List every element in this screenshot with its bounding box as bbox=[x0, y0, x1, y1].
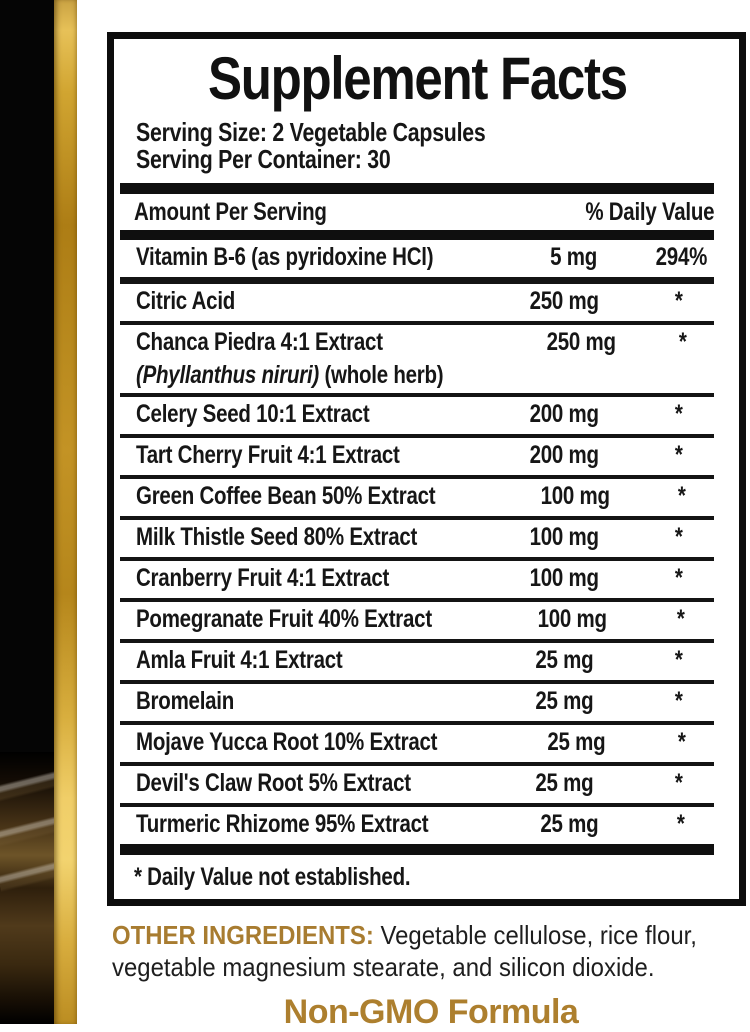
nutrient-amount: 25 mg bbox=[540, 810, 599, 838]
nutrient-row: Celery Seed 10:1 Extract 200 mg * bbox=[120, 397, 714, 434]
nutrient-name: Chanca Piedra 4:1 Extract bbox=[136, 328, 383, 356]
nutrient-name-subline: (Phyllanthus niruri) (whole herb) bbox=[136, 361, 444, 390]
nutrient-dv: * bbox=[675, 564, 683, 592]
column-header-daily-value: % Daily Value bbox=[585, 197, 714, 226]
nutrient-dv: * bbox=[675, 769, 683, 797]
divider-thin bbox=[120, 598, 714, 602]
nutrient-row: Mojave Yucca Root 10% Extract 25 mg * bbox=[120, 725, 714, 762]
non-gmo-text: Non-GMO Formula bbox=[283, 993, 579, 1031]
nutrient-row: Chanca Piedra 4:1 Extract (Phyllanthus n… bbox=[120, 325, 714, 393]
serving-size: Serving Size: 2 Vegetable Capsules bbox=[136, 117, 486, 147]
nutrient-amount: 100 mg bbox=[529, 523, 599, 551]
nutrient-row: Turmeric Rhizome 95% Extract 25 mg * bbox=[120, 807, 714, 844]
serving-info: Serving Size: 2 Vegetable Capsules Servi… bbox=[120, 119, 714, 173]
divider-thin bbox=[120, 434, 714, 438]
divider-thin bbox=[120, 680, 714, 684]
nutrient-dv: 294% bbox=[655, 243, 707, 271]
nutrient-amount: 25 mg bbox=[534, 646, 594, 674]
divider-thick bbox=[120, 183, 714, 194]
nutrient-name: Turmeric Rhizome 95% Extract bbox=[136, 810, 429, 838]
nutrient-name: Devil's Claw Root 5% Extract bbox=[136, 769, 411, 797]
nutrient-row: Citric Acid 250 mg * bbox=[120, 284, 714, 321]
nutrient-dv: * bbox=[678, 728, 686, 756]
nutrient-amount: 100 mg bbox=[537, 605, 607, 633]
nutrient-row: Amla Fruit 4:1 Extract 25 mg * bbox=[120, 643, 714, 680]
divider-thick bbox=[120, 844, 714, 855]
nutrient-amount: 25 mg bbox=[534, 769, 594, 797]
divider-medium bbox=[120, 277, 714, 284]
divider-thin bbox=[120, 321, 714, 325]
nutrient-row: Milk Thistle Seed 80% Extract 100 mg * bbox=[120, 520, 714, 557]
swirl-highlight bbox=[0, 763, 54, 907]
swirl-texture bbox=[0, 752, 54, 1024]
nutrient-row: Cranberry Fruit 4:1 Extract 100 mg * bbox=[120, 561, 714, 598]
divider-thin bbox=[120, 475, 714, 479]
nutrient-name: Celery Seed 10:1 Extract bbox=[136, 400, 370, 428]
other-ingredients-text1: Vegetable cellulose, rice flour, bbox=[373, 920, 697, 950]
nutrient-dv: * bbox=[677, 482, 686, 510]
divider-thin bbox=[120, 762, 714, 766]
nutrient-name: Amla Fruit 4:1 Extract bbox=[136, 646, 343, 674]
nutrient-dv: * bbox=[676, 810, 685, 838]
nutrient-name: Mojave Yucca Root 10% Extract bbox=[136, 728, 438, 756]
nutrient-amount: 250 mg bbox=[529, 287, 599, 315]
supplement-facts-panel: Supplement Facts Serving Size: 2 Vegetab… bbox=[107, 32, 746, 906]
nutrient-dv: * bbox=[675, 687, 683, 715]
divider-thin bbox=[120, 393, 714, 397]
divider-thin bbox=[120, 803, 714, 807]
label-content: Supplement Facts Serving Size: 2 Vegetab… bbox=[77, 0, 750, 1032]
divider-thin bbox=[120, 639, 714, 643]
nutrient-amount: 100 mg bbox=[540, 482, 610, 510]
nutrient-name: Tart Cherry Fruit 4:1 Extract bbox=[136, 441, 400, 469]
nutrient-name: Green Coffee Bean 50% Extract bbox=[136, 482, 436, 510]
nutrient-amount: 200 mg bbox=[529, 441, 599, 469]
nutrient-name: Cranberry Fruit 4:1 Extract bbox=[136, 564, 390, 592]
nutrient-row: Bromelain 25 mg * bbox=[120, 684, 714, 721]
nutrient-name: Bromelain bbox=[136, 687, 235, 715]
other-ingredients-label: OTHER INGREDIENTS: bbox=[112, 920, 374, 950]
nutrient-dv: * bbox=[679, 328, 687, 356]
nutrient-dv: * bbox=[675, 646, 683, 674]
nutrient-amount: 25 mg bbox=[547, 728, 606, 756]
other-ingredients: OTHER INGREDIENTS: Vegetable cellulose, … bbox=[112, 919, 750, 983]
nutrient-dv: * bbox=[675, 441, 683, 469]
nutrient-name: Milk Thistle Seed 80% Extract bbox=[136, 523, 418, 551]
nutrient-row: Devil's Claw Root 5% Extract 25 mg * bbox=[120, 766, 714, 803]
divider-thick bbox=[120, 230, 714, 240]
footnote: * Daily Value not established. bbox=[134, 862, 411, 891]
nutrient-amount: 250 mg bbox=[546, 328, 617, 356]
nutrient-row: Pomegranate Fruit 40% Extract 100 mg * bbox=[120, 602, 714, 639]
divider-thin bbox=[120, 721, 714, 725]
botanical-name: (Phyllanthus niruri) bbox=[136, 361, 320, 389]
nutrient-dv: * bbox=[677, 605, 685, 633]
table-header-row: Amount Per Serving % Daily Value bbox=[120, 194, 714, 230]
nutrient-row: Green Coffee Bean 50% Extract 100 mg * bbox=[120, 479, 714, 516]
nutrient-row: Vitamin B-6 (as pyridoxine HCl) 5 mg 294… bbox=[120, 240, 714, 277]
divider-thin bbox=[120, 557, 714, 561]
other-ingredients-line2: vegetable magnesium stearate, and silico… bbox=[112, 952, 655, 982]
nutrient-name: Vitamin B-6 (as pyridoxine HCl) bbox=[136, 243, 434, 271]
gold-bar bbox=[54, 0, 77, 1024]
nutrient-row: Tart Cherry Fruit 4:1 Extract 200 mg * bbox=[120, 438, 714, 475]
nutrient-dv: * bbox=[675, 400, 683, 428]
column-header-amount: Amount Per Serving bbox=[134, 197, 327, 226]
plant-part: (whole herb) bbox=[319, 361, 444, 389]
other-ingredients-line1: OTHER INGREDIENTS: Vegetable cellulose, … bbox=[112, 919, 697, 951]
nutrient-amount: 100 mg bbox=[529, 564, 599, 592]
divider-thin bbox=[120, 516, 714, 520]
nutrient-name: Pomegranate Fruit 40% Extract bbox=[136, 605, 432, 633]
nutrient-amount: 25 mg bbox=[534, 687, 594, 715]
nutrient-dv: * bbox=[675, 287, 683, 315]
package-left-panel bbox=[0, 0, 54, 1024]
nutrient-amount: 5 mg bbox=[550, 243, 597, 271]
servings-per-container: Serving Per Container: 30 bbox=[136, 144, 391, 174]
panel-title: Supplement Facts bbox=[207, 45, 628, 112]
nutrient-dv: * bbox=[675, 523, 683, 551]
nutrient-name: Citric Acid bbox=[136, 287, 236, 315]
nutrient-amount: 200 mg bbox=[529, 400, 599, 428]
